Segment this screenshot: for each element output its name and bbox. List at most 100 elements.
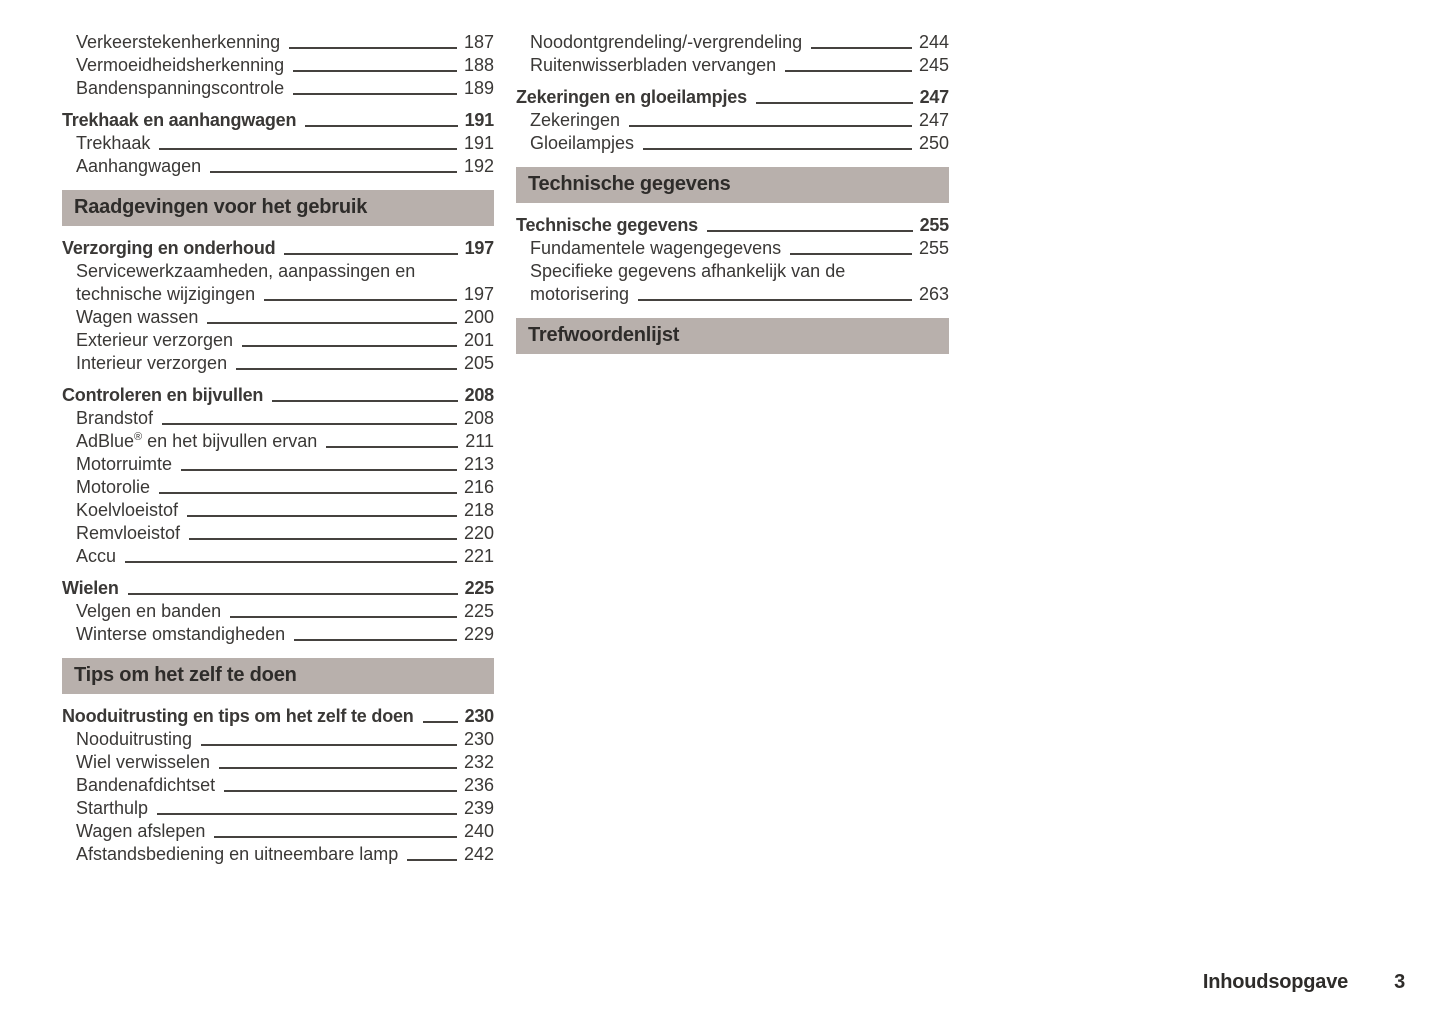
toc-page-number: 263	[918, 284, 949, 304]
toc-entry: Winterse omstandigheden 229	[62, 623, 494, 646]
toc-entry: Zekeringen en gloeilampjes 247	[516, 86, 949, 109]
toc-page-number: 188	[463, 55, 494, 75]
toc-entry: AdBlue® en het bijvullen ervan 211	[62, 430, 494, 453]
toc-page-number: 236	[463, 775, 494, 795]
toc-entry: Accu 221	[62, 545, 494, 568]
toc-page-number: 225	[463, 601, 494, 621]
toc-entry-row: Interieur verzorgen 205	[76, 352, 494, 375]
leader-line	[629, 125, 912, 127]
toc-entry-row: Remvloeistof 220	[76, 522, 494, 545]
toc-entry-row: Verzorging en onderhoud 197	[62, 237, 494, 260]
toc-entry-row: Afstandsbediening en uitneembare lamp 242	[76, 843, 494, 866]
toc-entry: Wagen wassen 200	[62, 306, 494, 329]
toc-entry-row: Gloeilampjes 250	[530, 132, 949, 155]
leader-line	[811, 47, 912, 49]
toc-page-number: 242	[463, 844, 494, 864]
toc-entry: Technische gegevens 255	[516, 214, 949, 237]
toc-entry: Exterieur verzorgen 201	[62, 329, 494, 352]
toc-entry-label: Gloeilampjes	[530, 133, 635, 153]
toc-entry-row: Brandstof 208	[76, 407, 494, 430]
toc-entry: Bandenspanningscontrole 189	[62, 77, 494, 100]
toc-entry-label: Winterse omstandigheden	[76, 624, 286, 644]
toc-entry: Wielen 225	[62, 577, 494, 600]
toc-entry-row: Fundamentele wagengegevens 255	[530, 237, 949, 260]
leader-line	[643, 148, 912, 150]
leader-line	[214, 836, 457, 838]
toc-entry: Motorolie 216	[62, 476, 494, 499]
toc-entry: Velgen en banden 225	[62, 600, 494, 623]
toc-entry-row: Ruitenwisserbladen vervangen 245	[530, 54, 949, 77]
leader-line	[294, 639, 457, 641]
toc-entry-row: Technische gegevens 255	[516, 214, 949, 237]
toc-entry-label: Wagen wassen	[76, 307, 199, 327]
leader-line	[289, 47, 457, 49]
toc-entry: Motorruimte 213	[62, 453, 494, 476]
leader-line	[125, 561, 457, 563]
toc-entry-label: Exterieur verzorgen	[76, 330, 234, 350]
toc-entry-row: Zekeringen en gloeilampjes 247	[516, 86, 949, 109]
toc-page-number: 232	[463, 752, 494, 772]
toc-entry-label: Trekhaak	[76, 133, 151, 153]
toc-entry-row: motorisering 263	[530, 283, 949, 306]
leader-line	[790, 253, 912, 255]
leader-line	[230, 616, 457, 618]
toc-entry-label: Servicewerkzaamheden, aanpassingen en	[76, 261, 416, 281]
toc-page-number: 247	[919, 87, 950, 107]
toc-entry: Gloeilampjes 250	[516, 132, 949, 155]
leader-line	[157, 813, 457, 815]
toc-page-number: 221	[463, 546, 494, 566]
toc-entry-row: Trekhaak 191	[76, 132, 494, 155]
toc-entry-label: Verzorging en onderhoud	[62, 238, 276, 258]
toc-entry-label: Fundamentele wagengegevens	[530, 238, 782, 258]
leader-line	[293, 70, 457, 72]
toc-page-number: 211	[465, 431, 494, 451]
toc-entry-label: Interieur verzorgen	[76, 353, 228, 373]
toc-entry: Bandenafdichtset 236	[62, 774, 494, 797]
toc-entry-label: Nooduitrusting	[76, 729, 193, 749]
toc-entry-row: Koelvloeistof 218	[76, 499, 494, 522]
toc-entry-label: Bandenspanningscontrole	[76, 78, 285, 98]
leader-line	[187, 515, 457, 517]
toc-entry-row: Accu 221	[76, 545, 494, 568]
toc-entry: Wagen afslepen 240	[62, 820, 494, 843]
toc-entry-row: Motorolie 216	[76, 476, 494, 499]
toc-page-number: 229	[463, 624, 494, 644]
toc-entry: Brandstof 208	[62, 407, 494, 430]
leader-line	[181, 469, 457, 471]
toc-entry: Trekhaak 191	[62, 132, 494, 155]
toc-entry-row: technische wijzigingen 197	[76, 283, 494, 306]
toc-entry-label: Motorruimte	[76, 454, 173, 474]
toc-columns: Verkeerstekenherkenning 187 Vermoeidheidsh…	[62, 31, 949, 866]
toc-entry: Servicewerkzaamheden, aanpassingen en tec…	[62, 260, 494, 306]
toc-entry-row: Wagen afslepen 240	[76, 820, 494, 843]
leader-line	[236, 368, 457, 370]
leader-line	[706, 230, 913, 232]
toc-page-number: 250	[918, 133, 949, 153]
toc-entry: Afstandsbediening en uitneembare lamp 242	[62, 843, 494, 866]
toc-column-left: Verkeerstekenherkenning 187 Vermoeidheidsh…	[62, 31, 494, 866]
toc-entry-row: Verkeerstekenherkenning 187	[76, 31, 494, 54]
toc-entry: Zekeringen 247	[516, 109, 949, 132]
toc-entry-label: Afstandsbediening en uitneembare lamp	[76, 844, 399, 864]
toc-page-number: 255	[919, 215, 950, 235]
leader-line	[201, 744, 457, 746]
toc-entry: Vermoeidheidsherkenning 188	[62, 54, 494, 77]
toc-page-number: 197	[463, 284, 494, 304]
toc-section-header: Tips om het zelf te doen	[62, 658, 494, 694]
toc-entry-label: Zekeringen	[530, 110, 621, 130]
toc-page-number: 230	[463, 729, 494, 749]
toc-entry-row: Vermoeidheidsherkenning 188	[76, 54, 494, 77]
leader-line	[207, 322, 457, 324]
toc-entry-row: Winterse omstandigheden 229	[76, 623, 494, 646]
toc-entry-row: Wielen 225	[62, 577, 494, 600]
leader-line	[272, 400, 458, 402]
toc-entry-label: Remvloeistof	[76, 523, 181, 543]
toc-entry-row: Nooduitrusting 230	[76, 728, 494, 751]
toc-entry-row: AdBlue® en het bijvullen ervan 211	[76, 430, 494, 453]
leader-line	[162, 423, 457, 425]
toc-entry: Specifieke gegevens afhankelijk van de mo…	[516, 260, 949, 306]
toc-entry-row: Noodontgrendeling/-vergrendeling 244	[530, 31, 949, 54]
toc-entry: Starthulp 239	[62, 797, 494, 820]
toc-entry: Verzorging en onderhoud 197	[62, 237, 494, 260]
